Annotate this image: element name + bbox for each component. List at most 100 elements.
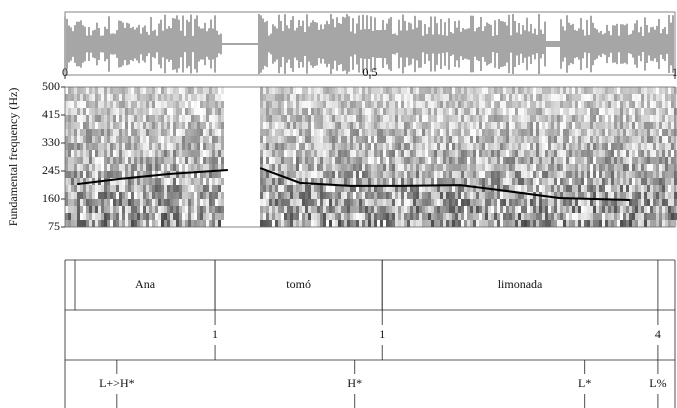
- spectrogram-cell: [161, 122, 164, 129]
- spectrogram-cell: [560, 143, 563, 150]
- spectrogram-cell: [632, 213, 635, 220]
- spectrogram-cell: [386, 101, 389, 108]
- spectrogram-cell: [635, 178, 638, 185]
- spectrogram-cell: [539, 87, 542, 94]
- spectrogram-cell: [119, 192, 122, 199]
- spectrogram-cell: [230, 220, 233, 227]
- spectrogram-cell: [326, 136, 329, 143]
- spectrogram-cell: [311, 206, 314, 213]
- spectrogram-cell: [74, 143, 77, 150]
- spectrogram-cell: [524, 206, 527, 213]
- spectrogram-cell: [569, 220, 572, 227]
- spectrogram-cell: [605, 150, 608, 157]
- spectrogram-cell: [536, 164, 539, 171]
- spectrogram-cell: [650, 192, 653, 199]
- spectrogram-cell: [224, 94, 227, 101]
- spectrogram-cell: [188, 101, 191, 108]
- spectrogram-cell: [194, 150, 197, 157]
- spectrogram-cell: [287, 115, 290, 122]
- spectrogram-cell: [110, 220, 113, 227]
- spectrogram-cell: [407, 94, 410, 101]
- spectrogram-cell: [284, 101, 287, 108]
- spectrogram-cell: [266, 94, 269, 101]
- spectrogram-cell: [551, 122, 554, 129]
- spectrogram-cell: [524, 122, 527, 129]
- spectrogram-cell: [86, 171, 89, 178]
- spectrogram-cell: [152, 157, 155, 164]
- spectrogram-cell: [281, 150, 284, 157]
- spectrogram-cell: [476, 199, 479, 206]
- spectrogram-cell: [338, 178, 341, 185]
- spectrogram-cell: [302, 87, 305, 94]
- spectrogram-cell: [236, 178, 239, 185]
- spectrogram-cell: [407, 143, 410, 150]
- spectrogram-cell: [665, 129, 668, 136]
- spectrogram-cell: [89, 101, 92, 108]
- spectrogram-cell: [344, 136, 347, 143]
- spectrogram-cell: [449, 115, 452, 122]
- spectrogram-cell: [503, 94, 506, 101]
- spectrogram-cell: [566, 143, 569, 150]
- spectrogram-cell: [107, 108, 110, 115]
- spectrogram-cell: [182, 150, 185, 157]
- spectrogram-cell: [134, 206, 137, 213]
- spectrogram-cell: [365, 178, 368, 185]
- spectrogram-cell: [512, 115, 515, 122]
- spectrogram-cell: [446, 150, 449, 157]
- spectrogram-cell: [395, 178, 398, 185]
- spectrogram-cell: [485, 108, 488, 115]
- spectrogram-cell: [92, 220, 95, 227]
- spectrogram-cell: [605, 220, 608, 227]
- spectrogram-cell: [374, 122, 377, 129]
- spectrogram-cell: [632, 87, 635, 94]
- spectrogram-cell: [71, 185, 74, 192]
- spectrogram-cell: [191, 87, 194, 94]
- spectrogram-cell: [419, 143, 422, 150]
- spectrogram-cell: [464, 101, 467, 108]
- spectrogram-cell: [470, 171, 473, 178]
- spectrogram-cell: [83, 87, 86, 94]
- spectrogram-cell: [608, 108, 611, 115]
- spectrogram-cell: [410, 220, 413, 227]
- spectrogram-cell: [80, 220, 83, 227]
- spectrogram-cell: [476, 143, 479, 150]
- spectrogram-cell: [83, 206, 86, 213]
- spectrogram-cell: [587, 185, 590, 192]
- spectrogram-cell: [530, 185, 533, 192]
- spectrogram-cell: [374, 87, 377, 94]
- spectrogram-cell: [467, 164, 470, 171]
- spectrogram-cell: [152, 206, 155, 213]
- spectrogram-cell: [617, 220, 620, 227]
- spectrogram-cell: [197, 220, 200, 227]
- spectrogram-cell: [587, 115, 590, 122]
- spectrogram-cell: [206, 178, 209, 185]
- spectrogram-cell: [299, 157, 302, 164]
- spectrogram-cell: [524, 220, 527, 227]
- spectrogram-cell: [269, 192, 272, 199]
- spectrogram-cell: [554, 164, 557, 171]
- spectrogram-cell: [158, 108, 161, 115]
- spectrogram-cell: [524, 108, 527, 115]
- spectrogram-cell: [668, 101, 671, 108]
- spectrogram-cell: [518, 192, 521, 199]
- spectrogram-cell: [440, 206, 443, 213]
- spectrogram-cell: [419, 199, 422, 206]
- spectrogram-cell: [647, 185, 650, 192]
- spectrogram-cell: [644, 199, 647, 206]
- spectrogram-cell: [302, 199, 305, 206]
- spectrogram-cell: [464, 206, 467, 213]
- spectrogram-cell: [77, 94, 80, 101]
- spectrogram-cell: [323, 129, 326, 136]
- spectrogram-cell: [449, 101, 452, 108]
- spectrogram-cell: [554, 87, 557, 94]
- spectrogram-cell: [392, 94, 395, 101]
- spectrogram-cell: [515, 164, 518, 171]
- spectrogram-cell: [617, 206, 620, 213]
- spectrogram-cell: [311, 129, 314, 136]
- spectrogram-cell: [668, 192, 671, 199]
- spectrogram-cell: [134, 185, 137, 192]
- spectrogram-cell: [368, 220, 371, 227]
- spectrogram-cell: [644, 101, 647, 108]
- spectrogram-cell: [257, 129, 260, 136]
- spectrogram-cell: [275, 94, 278, 101]
